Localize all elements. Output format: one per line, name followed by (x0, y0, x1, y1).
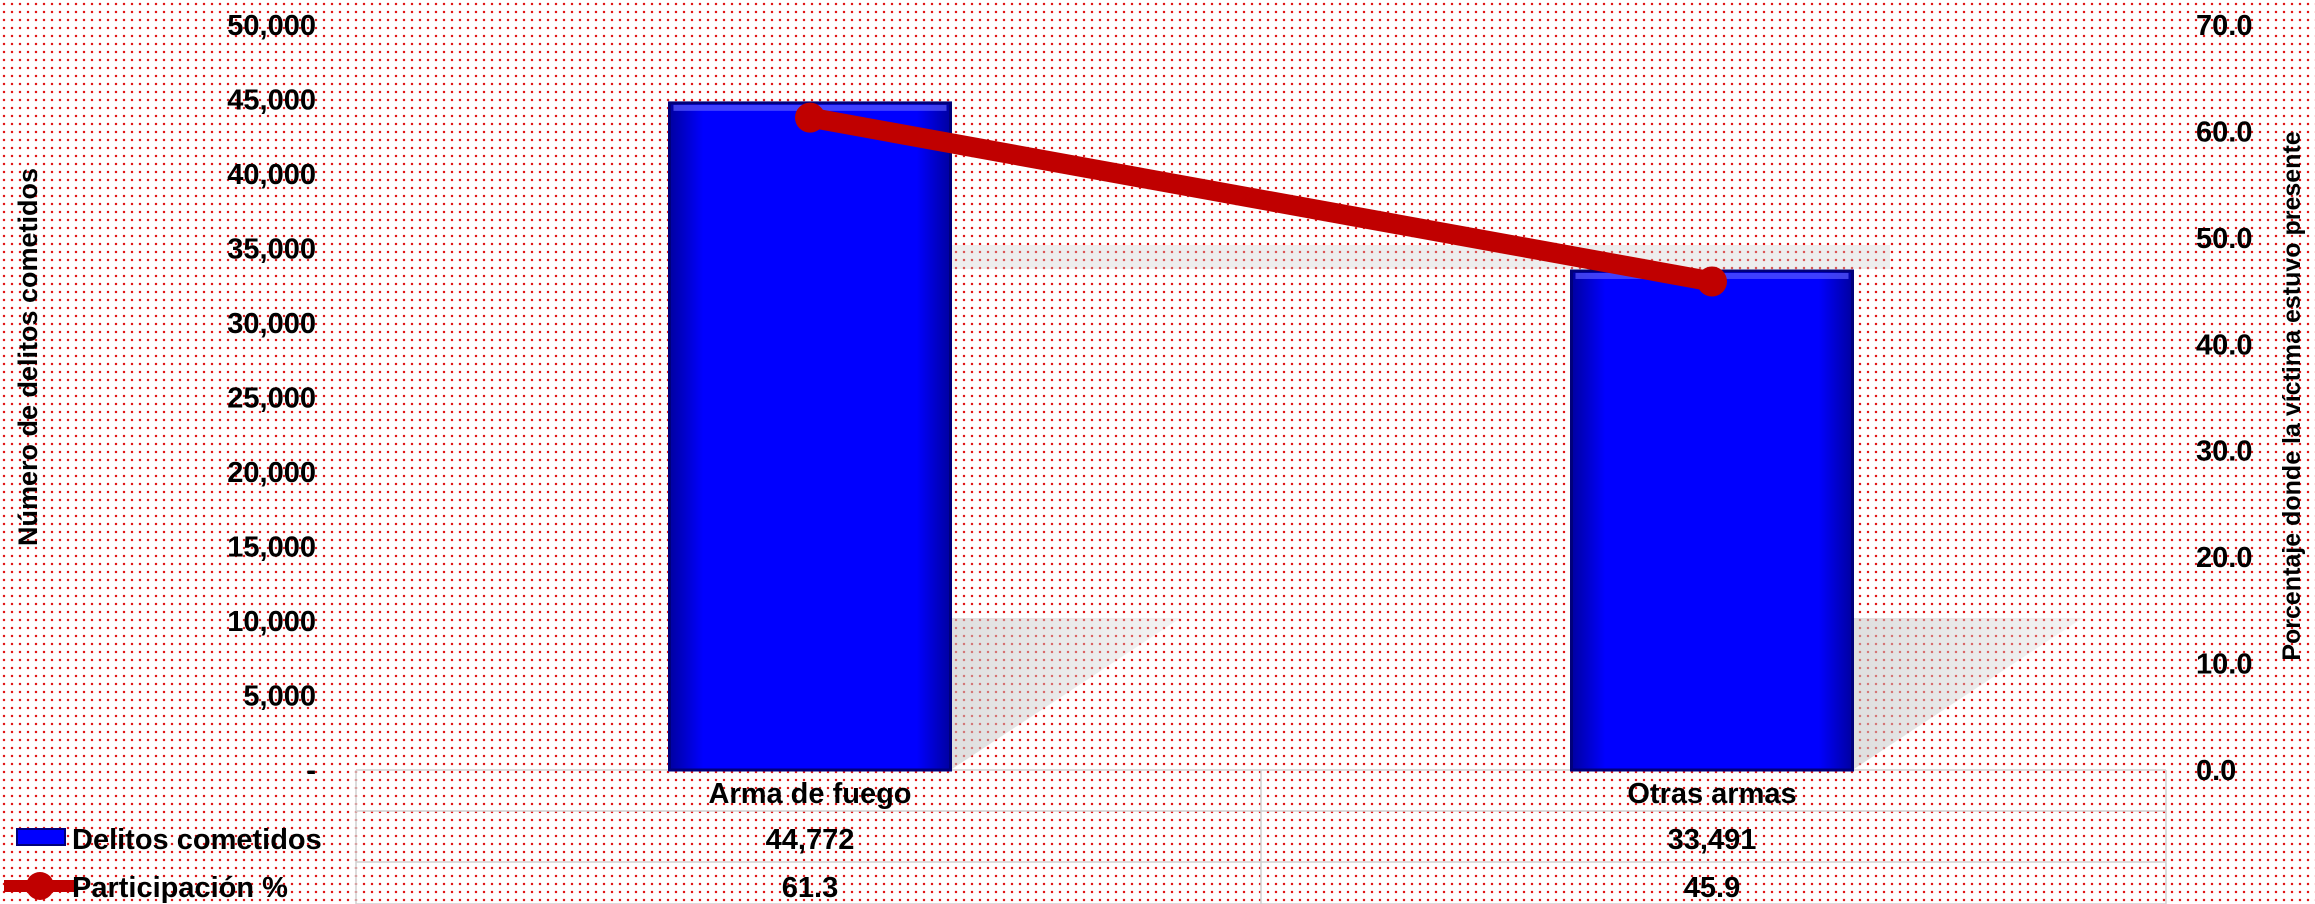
left-tick-label: 30,000 (227, 308, 316, 340)
left-axis-title: Número de delitos cometidos (13, 168, 43, 546)
legend: Delitos cometidos Participación % (4, 824, 322, 904)
participation-line-path (800, 107, 1722, 292)
category-labels: Arma de fuego Otras armas (708, 778, 1796, 810)
legend-bar-label: Delitos cometidos (72, 824, 322, 856)
left-tick-label: 5,000 (243, 681, 316, 713)
right-tick-label: 30.0 (2196, 436, 2252, 468)
bars (668, 101, 1854, 772)
line-value-label: 45.9 (1684, 872, 1740, 904)
left-tick-label: 15,000 (227, 532, 316, 564)
bar-value-label: 44,772 (766, 824, 855, 856)
table-values: 44,772 33,491 61.3 45.9 (766, 824, 1757, 904)
left-tick-label: - (306, 755, 316, 787)
left-tick-label: 20,000 (227, 457, 316, 489)
category-label: Arma de fuego (708, 778, 911, 810)
right-tick-label: 50.0 (2196, 223, 2252, 255)
data-table (355, 769, 2167, 904)
left-tick-label: 45,000 (227, 85, 316, 117)
left-tick-label: 35,000 (227, 234, 316, 266)
legend-line-marker (26, 872, 54, 900)
left-tick-label: 40,000 (227, 159, 316, 191)
right-axis-ticks: 0.0 10.0 20.0 30.0 40.0 50.0 60.0 70.0 (2196, 10, 2252, 787)
category-label: Otras armas (1627, 778, 1796, 810)
right-tick-label: 0.0 (2196, 755, 2236, 787)
legend-bar-swatch (16, 828, 66, 846)
participation-point (1697, 266, 1727, 297)
bar (1570, 269, 1854, 772)
participation-point (795, 102, 825, 133)
left-tick-label: 50,000 (227, 10, 316, 42)
right-tick-label: 40.0 (2196, 329, 2252, 361)
right-tick-label: 70.0 (2196, 10, 2252, 42)
right-tick-label: 10.0 (2196, 649, 2252, 681)
line-value-label: 61.3 (782, 872, 838, 904)
participation-line (795, 102, 1727, 297)
bar (668, 101, 952, 772)
right-tick-label: 60.0 (2196, 116, 2252, 148)
right-axis-title: Porcentaje donde la víctima estuvo prese… (2278, 131, 2306, 660)
right-tick-label: 20.0 (2196, 542, 2252, 574)
bar-value-label: 33,491 (1668, 824, 1757, 856)
background-shadow-band (860, 245, 1890, 269)
left-axis-ticks: - 5,000 10,000 15,000 20,000 25,000 30,000 35,0… (227, 10, 316, 787)
left-tick-label: 25,000 (227, 383, 316, 415)
legend-line-label: Participación % (72, 872, 288, 904)
left-tick-label: 10,000 (227, 606, 316, 638)
